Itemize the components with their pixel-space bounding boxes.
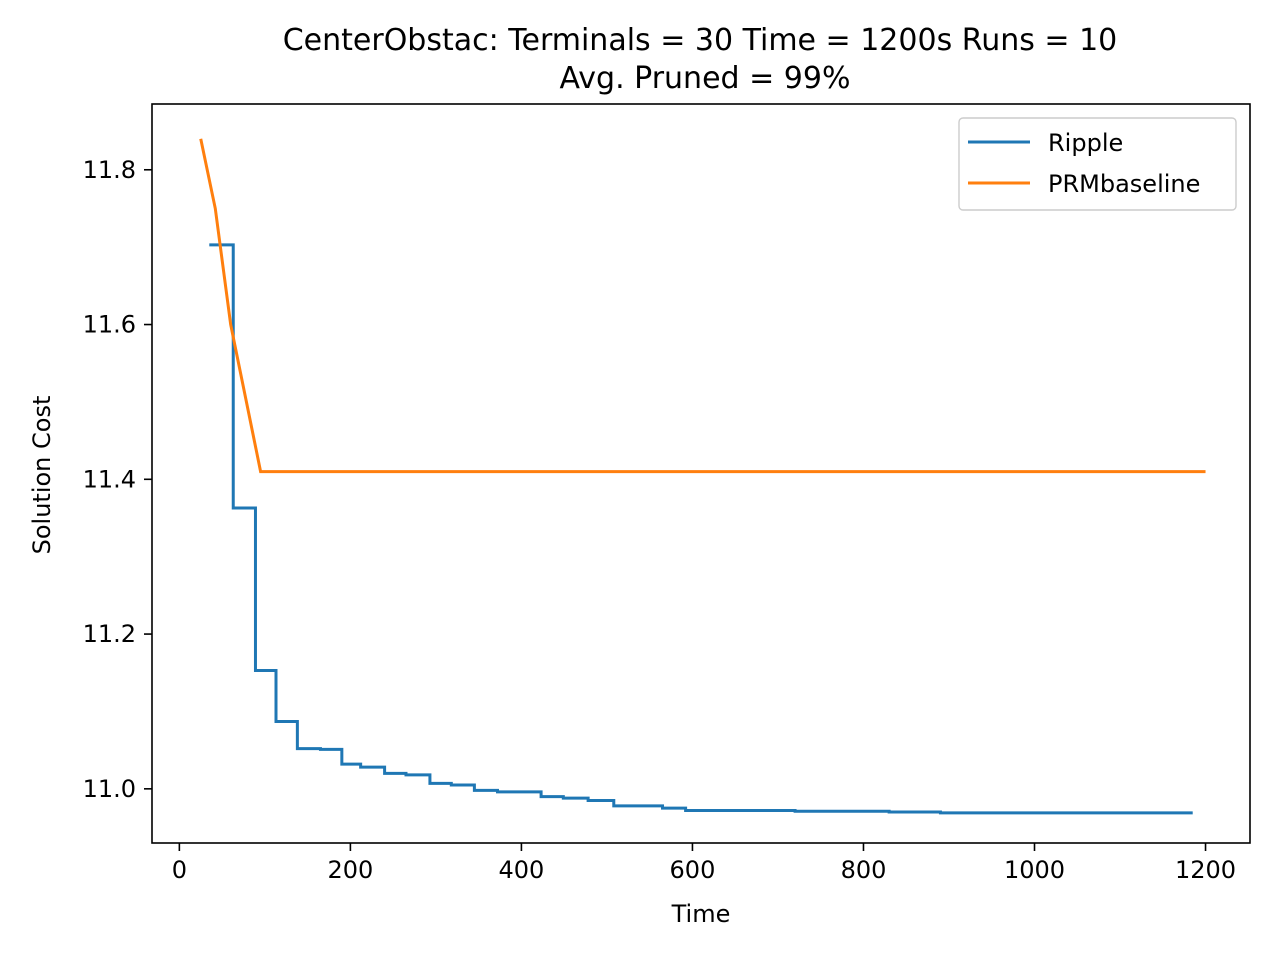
chart-title: CenterObstac: Terminals = 30 Time = 1200…	[283, 23, 1118, 58]
series-line-prmbaseline	[199, 138, 1206, 474]
legend-label-prmbaseline: PRMbaseline	[1048, 170, 1200, 198]
y-axis-label: Solution Cost	[28, 396, 56, 555]
x-tick-label: 1200	[1175, 856, 1236, 884]
series-layer	[199, 138, 1206, 815]
y-tick-label: 11.4	[83, 465, 136, 493]
x-tick-label: 200	[327, 856, 373, 884]
y-tick-label: 11.8	[83, 156, 136, 184]
x-tick-label: 0	[172, 856, 187, 884]
x-tick-label: 400	[499, 856, 545, 884]
x-axis-label: Time	[671, 900, 731, 928]
x-tick-label: 800	[841, 856, 887, 884]
y-tick-label: 11.6	[83, 311, 136, 339]
chart-subtitle: Avg. Pruned = 99%	[560, 61, 851, 96]
axes-frame	[151, 103, 1251, 844]
plot-area	[151, 103, 1251, 844]
legend: Ripple PRMbaseline	[958, 117, 1237, 211]
x-axis: 0 200 400 600 800 1000 1200	[172, 843, 1236, 884]
y-tick-label: 11.0	[83, 775, 136, 803]
x-tick-label: 1000	[1004, 856, 1065, 884]
y-axis: 11.0 11.2 11.4 11.6 11.8	[83, 156, 152, 803]
series-line-ripple	[209, 243, 1193, 815]
legend-label-ripple: Ripple	[1048, 129, 1123, 157]
y-tick-label: 11.2	[83, 620, 136, 648]
x-tick-label: 600	[670, 856, 716, 884]
